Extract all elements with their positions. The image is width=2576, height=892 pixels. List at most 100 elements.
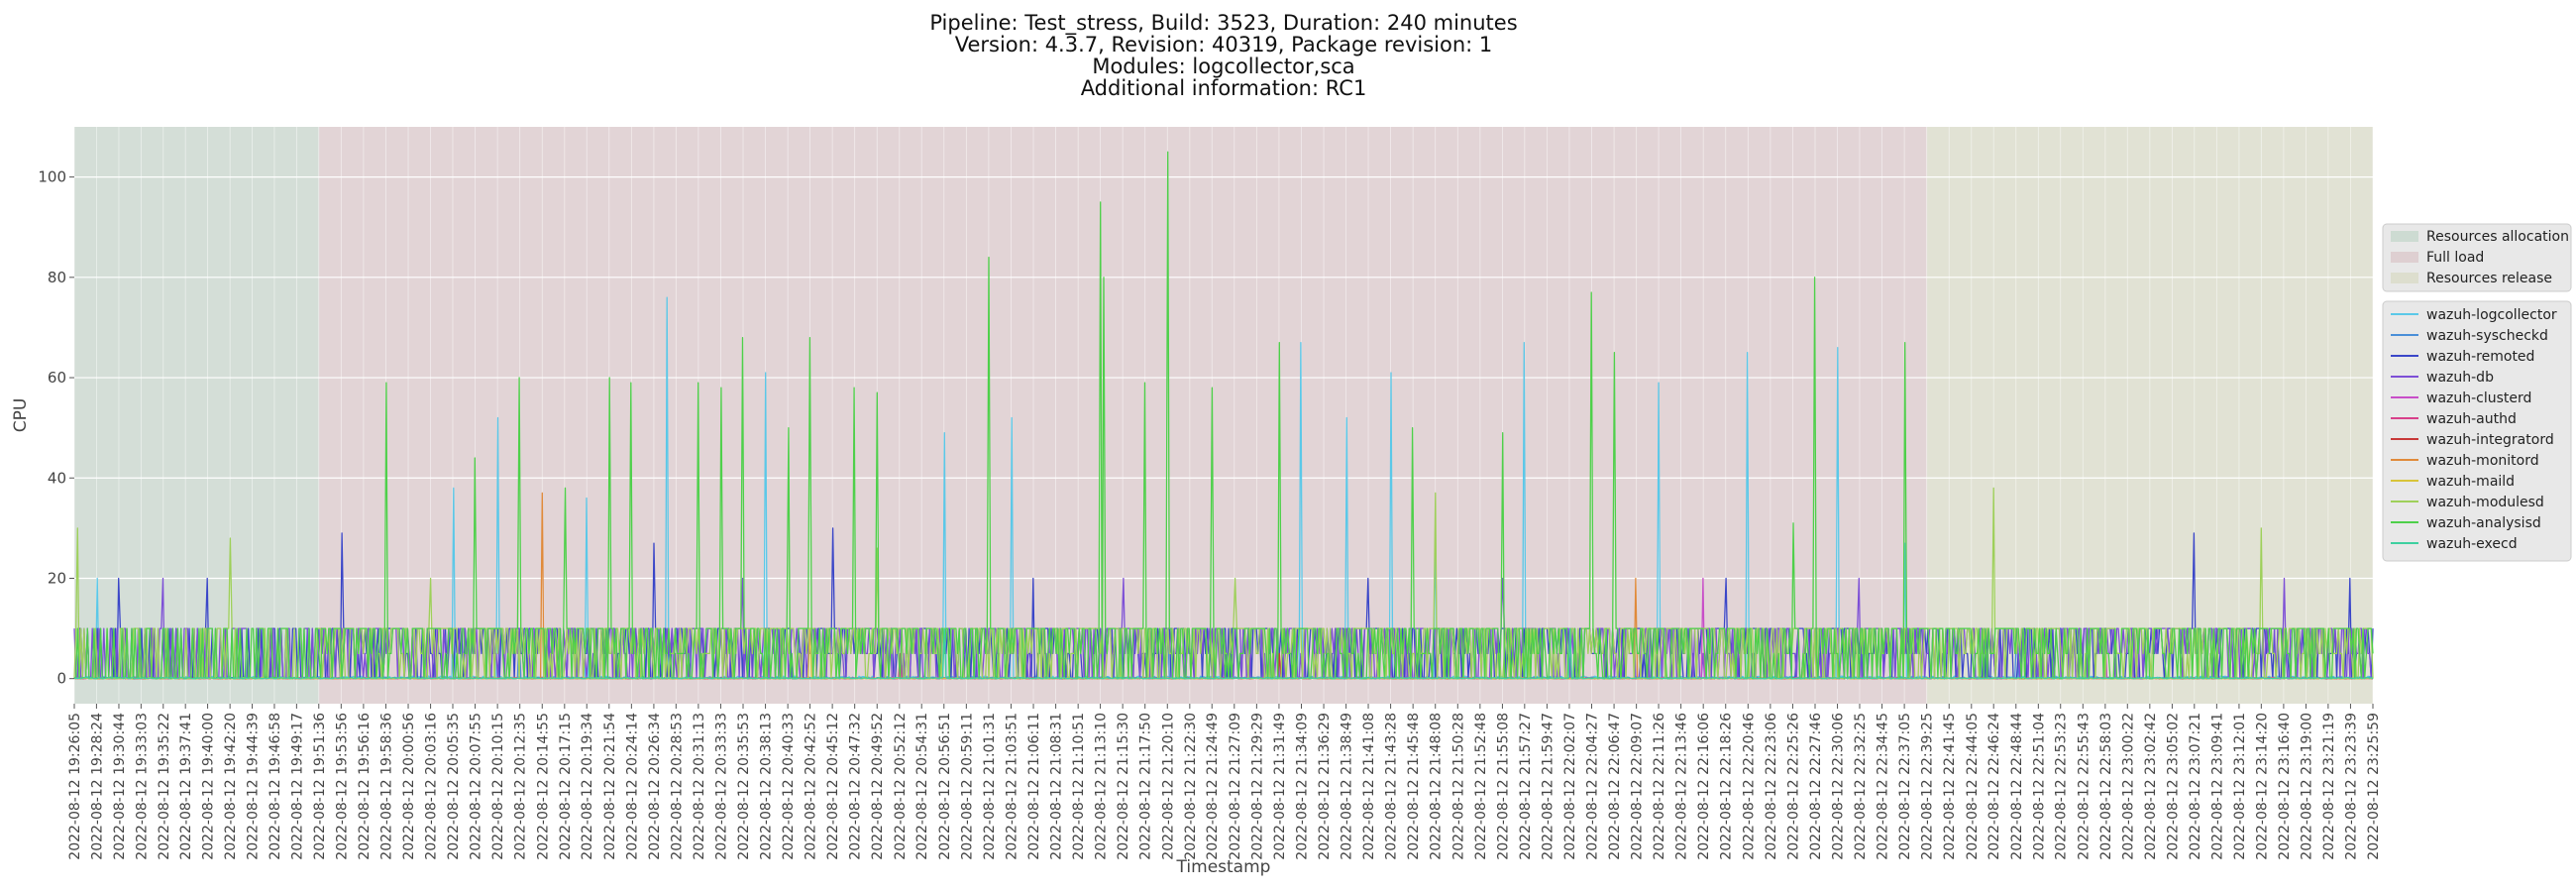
x-tick-label-24: 2022-08-12 20:21:54 [602, 713, 618, 860]
x-tick-label-11: 2022-08-12 19:51:36 [312, 713, 328, 860]
x-tick-label-60: 2022-08-12 21:45:48 [1406, 713, 1422, 860]
series-line-wazuh-execd [73, 627, 2374, 680]
y-axis-label: CPU [11, 398, 31, 433]
legend-series-box [2382, 300, 2572, 562]
x-tick-label-23: 2022-08-12 20:19:34 [580, 713, 595, 860]
y-tick-label-1: 20 [48, 569, 66, 587]
x-tick-label-88: 2022-08-12 22:51:04 [2031, 713, 2047, 860]
x-tick-label-59: 2022-08-12 21:43:28 [1384, 713, 1400, 860]
legend-series-label-9: wazuh-modulesd [2426, 495, 2544, 510]
x-tick-label-38: 2022-08-12 20:54:31 [914, 713, 930, 860]
x-tick-label-63: 2022-08-12 21:52:48 [1473, 713, 1489, 860]
x-tick-label-89: 2022-08-12 22:53:23 [2054, 713, 2070, 860]
x-tick-label-55: 2022-08-12 21:34:09 [1295, 713, 1311, 860]
x-tick-label-101: 2022-08-12 23:21:19 [2321, 713, 2337, 860]
x-tick-label-54: 2022-08-12 21:31:49 [1272, 713, 1288, 860]
x-tick-label-57: 2022-08-12 21:38:49 [1340, 713, 1355, 860]
x-tick-label-99: 2022-08-12 23:16:40 [2277, 713, 2293, 860]
chart-title: Pipeline: Test_stress, Build: 3523, Dura… [929, 11, 1517, 100]
x-tick-label-73: 2022-08-12 22:16:06 [1696, 713, 1712, 860]
x-tick-label-66: 2022-08-12 21:59:47 [1540, 713, 1556, 860]
x-tick-label-95: 2022-08-12 23:07:21 [2188, 713, 2203, 860]
x-tick-label-43: 2022-08-12 21:06:11 [1026, 713, 1042, 860]
legend-phase-swatch-1 [2391, 252, 2418, 263]
title-line: Modules: logcollector,sca [1092, 55, 1354, 78]
x-tick-label-5: 2022-08-12 19:37:41 [178, 713, 194, 860]
legend-series-label-5: wazuh-authd [2426, 411, 2517, 427]
x-tick-label-103: 2022-08-12 23:25:59 [2366, 713, 2382, 860]
x-tick-label-21: 2022-08-12 20:14:55 [535, 713, 551, 860]
x-tick-label-81: 2022-08-12 22:34:45 [1876, 713, 1891, 860]
legend-series-label-8: wazuh-maild [2426, 474, 2515, 490]
x-tick-label-90: 2022-08-12 22:55:43 [2076, 713, 2092, 860]
x-tick-label-62: 2022-08-12 21:50:28 [1450, 713, 1466, 860]
legend-series-label-0: wazuh-logcollector [2426, 307, 2557, 323]
x-tick-label-74: 2022-08-12 22:18:26 [1719, 713, 1735, 860]
x-tick-label-64: 2022-08-12 21:55:08 [1495, 713, 1511, 860]
x-tick-label-48: 2022-08-12 21:17:50 [1138, 713, 1154, 860]
series-line-wazuh-analysisd [73, 151, 2374, 680]
x-tick-label-79: 2022-08-12 22:30:06 [1831, 713, 1847, 860]
x-tick-label-67: 2022-08-12 22:02:07 [1562, 713, 1578, 860]
x-tick-label-2: 2022-08-12 19:30:44 [112, 713, 128, 860]
title-line: Additional information: RC1 [1081, 76, 1367, 100]
x-tick-label-44: 2022-08-12 21:08:31 [1049, 713, 1065, 860]
legend-phase-label-2: Resources release [2426, 271, 2552, 286]
legend-phase-swatch-0 [2391, 231, 2418, 242]
x-tick-label-26: 2022-08-12 20:26:34 [647, 713, 663, 860]
x-tick-label-39: 2022-08-12 20:56:51 [937, 713, 953, 860]
x-tick-label-87: 2022-08-12 22:48:44 [2009, 713, 2025, 860]
legend-series-label-7: wazuh-monitord [2426, 453, 2539, 469]
x-tick-label-1: 2022-08-12 19:28:24 [89, 713, 105, 860]
x-tick-label-50: 2022-08-12 21:22:30 [1183, 713, 1199, 860]
x-tick-label-7: 2022-08-12 19:42:20 [223, 713, 239, 860]
legend-series-label-4: wazuh-clusterd [2426, 390, 2531, 406]
x-tick-label-25: 2022-08-12 20:24:14 [624, 713, 640, 860]
x-tick-label-83: 2022-08-12 22:39:25 [1920, 713, 1936, 860]
x-tick-label-47: 2022-08-12 21:15:30 [1116, 713, 1131, 860]
x-tick-label-10: 2022-08-12 19:49:17 [289, 713, 305, 860]
x-tick-label-85: 2022-08-12 22:44:05 [1965, 713, 1981, 860]
x-tick-label-6: 2022-08-12 19:40:00 [201, 713, 217, 860]
legend-series-label-11: wazuh-execd [2426, 536, 2518, 552]
legend-series-label-10: wazuh-analysisd [2426, 515, 2541, 531]
x-tick-label-28: 2022-08-12 20:31:13 [692, 713, 707, 860]
x-tick-label-17: 2022-08-12 20:05:35 [446, 713, 462, 860]
x-tick-label-102: 2022-08-12 23:23:39 [2343, 713, 2359, 860]
x-tick-label-34: 2022-08-12 20:45:12 [825, 713, 841, 860]
x-tick-label-31: 2022-08-12 20:38:13 [759, 713, 775, 860]
x-tick-label-3: 2022-08-12 19:33:03 [134, 713, 150, 860]
x-tick-label-30: 2022-08-12 20:35:53 [736, 713, 752, 860]
x-tick-label-12: 2022-08-12 19:53:56 [334, 713, 350, 860]
x-tick-label-32: 2022-08-12 20:40:33 [781, 713, 797, 860]
x-tick-label-61: 2022-08-12 21:48:08 [1429, 713, 1445, 860]
x-tick-label-71: 2022-08-12 22:11:26 [1652, 713, 1667, 860]
x-tick-label-78: 2022-08-12 22:27:46 [1808, 713, 1824, 860]
legend-series-label-3: wazuh-db [2426, 370, 2494, 386]
x-tick-label-46: 2022-08-12 21:13:10 [1094, 713, 1110, 860]
x-tick-label-82: 2022-08-12 22:37:05 [1897, 713, 1913, 860]
plot-background [74, 127, 2373, 704]
y-tick-label-5: 100 [38, 168, 66, 186]
x-tick-label-41: 2022-08-12 21:01:31 [982, 713, 998, 860]
phase-band-0 [74, 127, 319, 704]
x-tick-label-75: 2022-08-12 22:20:46 [1741, 713, 1757, 860]
x-tick-label-0: 2022-08-12 19:26:05 [67, 713, 83, 860]
x-tick-label-56: 2022-08-12 21:36:29 [1317, 713, 1333, 860]
x-tick-label-13: 2022-08-12 19:56:16 [357, 713, 373, 860]
x-tick-label-58: 2022-08-12 21:41:08 [1361, 713, 1377, 860]
x-tick-label-42: 2022-08-12 21:03:51 [1005, 713, 1020, 860]
x-tick-label-97: 2022-08-12 23:12:01 [2232, 713, 2248, 860]
x-tick-label-9: 2022-08-12 19:46:58 [268, 713, 283, 860]
x-tick-label-69: 2022-08-12 22:06:47 [1607, 713, 1623, 860]
legend-phase-label-0: Resources allocation [2426, 229, 2569, 245]
x-tick-label-45: 2022-08-12 21:10:51 [1071, 713, 1087, 860]
x-tick-label-8: 2022-08-12 19:44:39 [246, 713, 262, 860]
x-tick-label-22: 2022-08-12 20:17:15 [558, 713, 574, 860]
title-line: Version: 4.3.7, Revision: 40319, Package… [955, 33, 1493, 56]
legend-phases: Resources allocation Full load Resources r… [2382, 223, 2572, 292]
title-line: Pipeline: Test_stress, Build: 3523, Dura… [929, 11, 1517, 36]
x-tick-label-4: 2022-08-12 19:35:22 [157, 713, 172, 860]
x-tick-label-65: 2022-08-12 21:57:27 [1518, 713, 1534, 860]
